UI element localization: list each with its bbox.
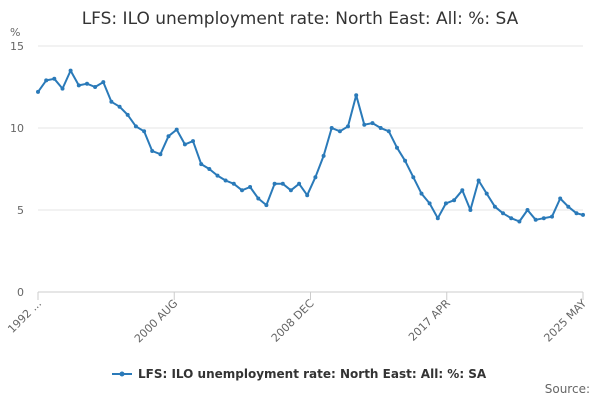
data-point[interactable] <box>403 158 408 163</box>
source-label: Source: <box>545 382 590 396</box>
data-point[interactable] <box>370 121 375 126</box>
x-tick-label: 2008 DEC <box>269 297 317 345</box>
data-point[interactable] <box>166 134 171 139</box>
x-tick-label: 2017 APR <box>406 297 453 344</box>
data-point[interactable] <box>533 217 538 222</box>
data-point[interactable] <box>419 191 424 196</box>
data-point[interactable] <box>248 185 253 189</box>
y-tick-label: 10 <box>10 122 24 135</box>
data-point[interactable] <box>427 201 432 206</box>
data-point[interactable] <box>305 193 310 198</box>
data-point[interactable] <box>378 126 383 130</box>
chart-title: LFS: ILO unemployment rate: North East: … <box>82 9 519 29</box>
data-point[interactable] <box>101 80 106 85</box>
data-point[interactable] <box>109 99 114 104</box>
data-point[interactable] <box>142 129 147 134</box>
data-point[interactable] <box>223 178 228 183</box>
data-point[interactable] <box>484 191 489 196</box>
data-point[interactable] <box>52 76 57 81</box>
x-tick-label: 2000 AUG <box>132 297 181 346</box>
data-point[interactable] <box>476 178 481 183</box>
data-point[interactable] <box>191 139 195 144</box>
data-point[interactable] <box>337 129 342 134</box>
data-point[interactable] <box>321 153 326 158</box>
data-point[interactable] <box>117 104 122 109</box>
data-point[interactable] <box>509 216 514 221</box>
data-point[interactable] <box>150 149 155 153</box>
legend-label: LFS: ILO unemployment rate: North East: … <box>138 367 487 381</box>
data-point[interactable] <box>133 124 138 129</box>
data-point[interactable] <box>558 196 563 201</box>
data-point[interactable] <box>272 181 277 186</box>
series-line <box>37 69 584 223</box>
data-point[interactable] <box>581 212 585 217</box>
data-point[interactable] <box>36 89 40 94</box>
data-point[interactable] <box>85 81 89 86</box>
data-point[interactable] <box>468 208 473 212</box>
data-point[interactable] <box>566 204 571 209</box>
legend[interactable]: LFS: ILO unemployment rate: North East: … <box>112 367 487 381</box>
y-axis-ticks: 0 5 10 15 <box>10 40 24 299</box>
data-point[interactable] <box>435 216 440 221</box>
data-point[interactable] <box>386 129 391 134</box>
data-point[interactable] <box>411 175 416 180</box>
data-point[interactable] <box>541 216 546 221</box>
data-point[interactable] <box>346 124 350 129</box>
data-point[interactable] <box>574 211 579 216</box>
data-point[interactable] <box>182 142 187 147</box>
data-point[interactable] <box>362 122 367 127</box>
data-point[interactable] <box>517 219 522 224</box>
data-point[interactable] <box>215 173 220 178</box>
data-point[interactable] <box>68 68 73 73</box>
data-point[interactable] <box>288 188 293 193</box>
data-point[interactable] <box>329 126 334 130</box>
data-point[interactable] <box>199 162 204 167</box>
data-point[interactable] <box>60 86 65 91</box>
data-point[interactable] <box>207 167 212 171</box>
x-axis: 1992 ... 2000 AUG 2008 DEC 2017 APR 2025 MAY <box>5 292 589 345</box>
data-point[interactable] <box>125 112 130 117</box>
data-point[interactable] <box>501 211 505 216</box>
data-point[interactable] <box>460 188 465 193</box>
y-axis-unit: % <box>10 26 20 39</box>
data-point[interactable] <box>492 204 497 209</box>
legend-dot-marker <box>119 371 125 377</box>
gridlines <box>38 45 583 293</box>
data-point[interactable] <box>525 208 530 212</box>
data-point[interactable] <box>313 175 318 180</box>
data-point[interactable] <box>44 78 49 83</box>
data-point[interactable] <box>93 85 98 89</box>
data-point[interactable] <box>354 93 359 98</box>
data-point[interactable] <box>297 181 302 186</box>
data-point[interactable] <box>550 214 554 219</box>
data-point[interactable] <box>174 127 179 132</box>
data-point[interactable] <box>240 188 244 193</box>
y-tick-label: 15 <box>10 40 24 53</box>
data-point[interactable] <box>280 181 285 186</box>
data-point[interactable] <box>158 152 163 157</box>
data-point[interactable] <box>443 201 448 206</box>
data-point[interactable] <box>76 83 81 88</box>
x-tick-label: 1992 ... <box>5 297 44 336</box>
data-point[interactable] <box>231 181 236 186</box>
data-point[interactable] <box>395 145 399 150</box>
data-point[interactable] <box>264 203 269 208</box>
data-point[interactable] <box>256 196 261 201</box>
y-tick-label: 0 <box>17 286 24 299</box>
data-point[interactable] <box>452 198 457 203</box>
x-tick-label: 2025 MAY <box>541 297 589 345</box>
series-group <box>36 68 585 224</box>
y-tick-label: 5 <box>17 204 24 217</box>
